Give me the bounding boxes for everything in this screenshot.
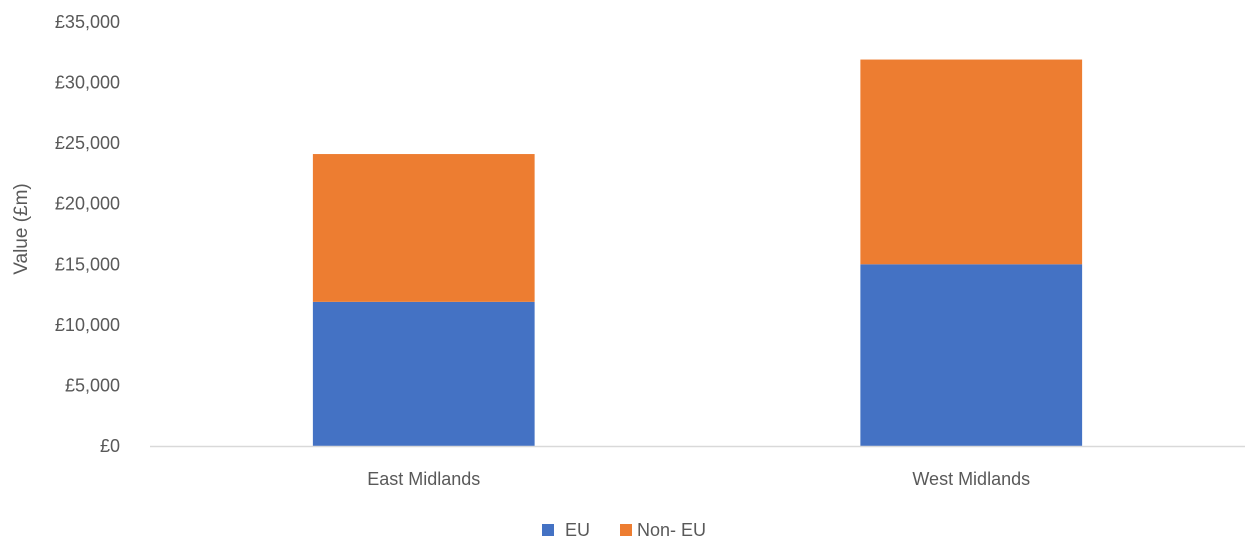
y-tick-label: £35,000: [55, 12, 120, 32]
legend-swatch-non-eu: [620, 524, 632, 536]
x-category-label: West Midlands: [912, 469, 1030, 489]
bar-eu-west-midlands: [860, 264, 1083, 446]
y-tick-label: £30,000: [55, 73, 120, 93]
legend-label-eu: EU: [565, 520, 590, 539]
bars-group: [312, 59, 1083, 446]
y-tick-label: £0: [100, 436, 120, 456]
y-tick-label: £10,000: [55, 315, 120, 335]
x-axis-categories: East Midlands West Midlands: [367, 469, 1030, 489]
x-category-label: East Midlands: [367, 469, 480, 489]
bar-eu-east-midlands: [312, 301, 535, 446]
y-tick-label: £15,000: [55, 254, 120, 274]
bar-non-eu-east-midlands: [312, 154, 535, 302]
y-axis-title: Value (£m): [11, 183, 32, 275]
y-tick-label: £25,000: [55, 133, 120, 153]
legend-label-non-eu: Non- EU: [637, 520, 706, 539]
y-tick-label: £20,000: [55, 194, 120, 214]
legend: EU Non- EU: [542, 520, 706, 539]
bar-non-eu-west-midlands: [860, 59, 1083, 265]
y-tick-label: £5,000: [65, 375, 120, 395]
legend-swatch-eu: [542, 524, 554, 536]
y-axis-ticks: £0 £5,000 £10,000 £15,000 £20,000 £25,000 £30,…: [55, 12, 120, 456]
